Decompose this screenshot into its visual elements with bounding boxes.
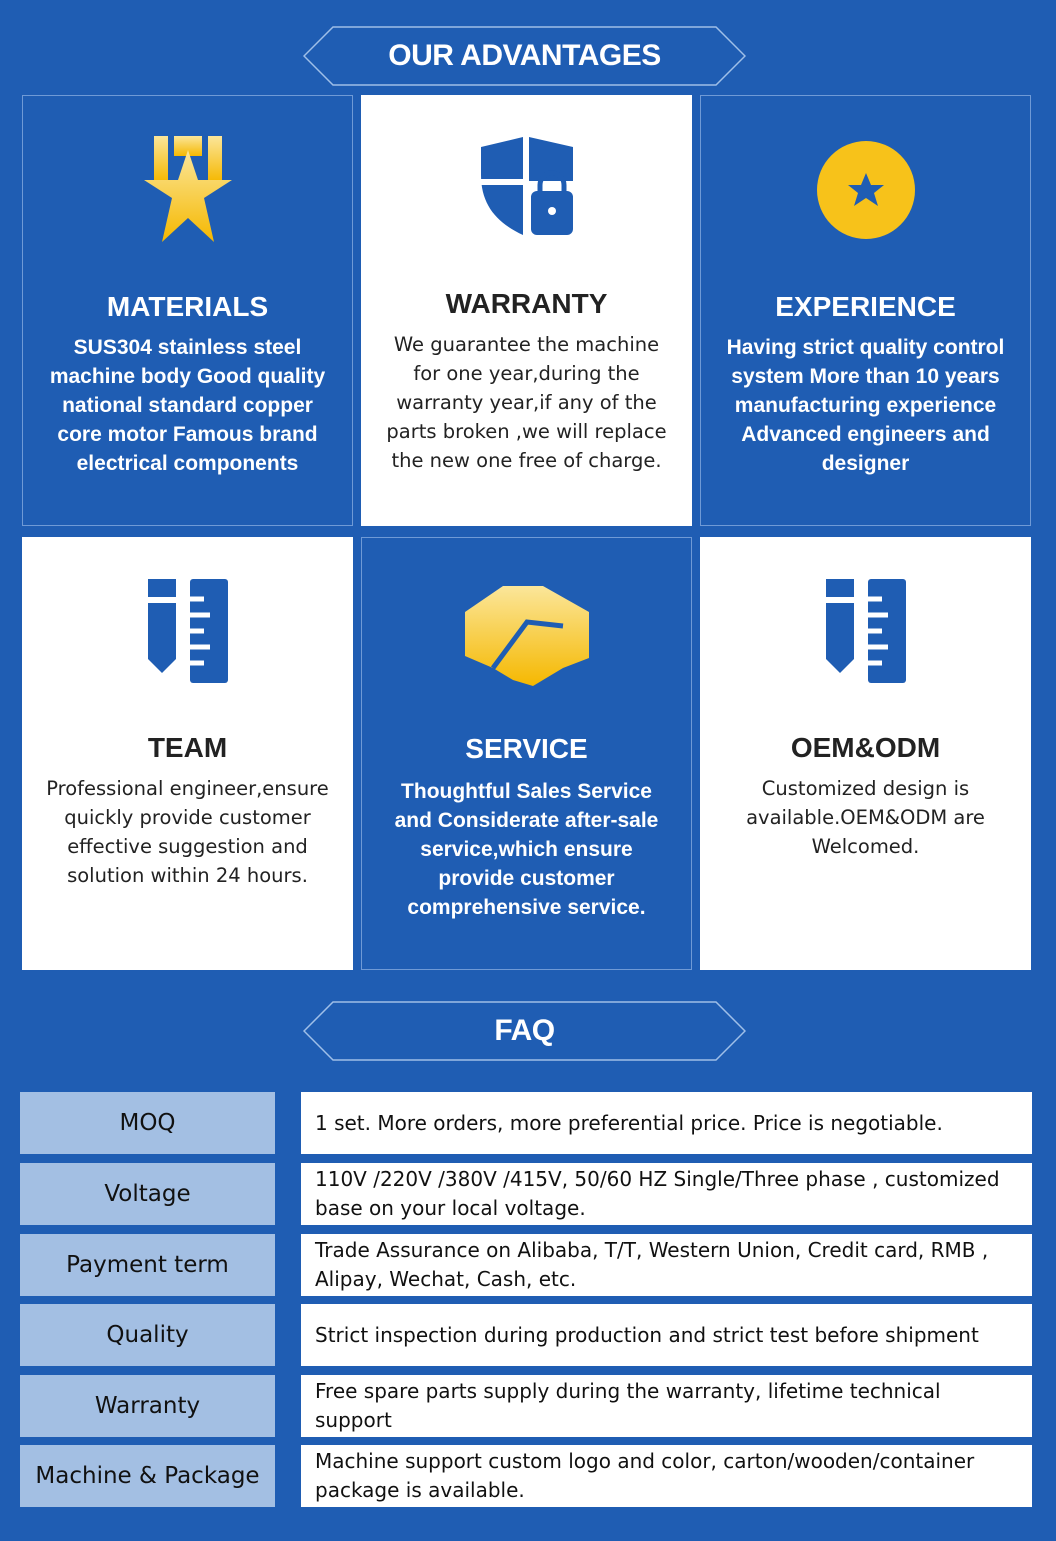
faq-label: Warranty [20, 1375, 275, 1437]
faq-title: FAQ [494, 1014, 555, 1047]
card-text: Professional engineer,ensure quickly pro… [46, 777, 329, 887]
faq-value: 1 set. More orders, more preferential pr… [301, 1092, 1032, 1154]
faq-label: Payment term [20, 1234, 275, 1296]
card-title: OEM&ODM [790, 732, 941, 763]
faq-row: Quality Strict inspection during producti… [20, 1304, 1032, 1366]
card-oem-odm: OEM&ODM Customized design is available.O… [700, 537, 1031, 970]
faq-row: Warranty Free spare parts supply during t… [20, 1375, 1032, 1437]
card-team: TEAM Professional engineer,ensure quickl… [22, 537, 353, 970]
card-title: WARRANTY [445, 288, 608, 319]
faq-label: Machine & Package [20, 1445, 275, 1507]
star-badge-icon [816, 141, 915, 239]
card-title: SERVICE [465, 733, 588, 764]
faq-label: Quality [20, 1304, 275, 1366]
card-text: Having strict quality control system Mor… [726, 336, 1005, 475]
card-experience: EXPERIENCE Having strict quality control… [700, 95, 1031, 526]
faq-label: MOQ [20, 1092, 275, 1154]
handshake-icon [464, 586, 589, 686]
pencil-ruler-icon [147, 579, 228, 683]
card-text: SUS304 stainless steel machine body Good… [49, 336, 326, 475]
faq-banner: FAQ [303, 1001, 746, 1061]
shield-lock-icon [480, 137, 573, 235]
faq-value: Strict inspection during production and … [301, 1304, 1032, 1366]
faq-row: Machine & Package Machine support custom … [20, 1445, 1032, 1507]
card-text: Customized design is available.OEM&ODM a… [746, 777, 985, 858]
card-materials: MATERIALS SUS304 stainless steel machine… [22, 95, 353, 526]
advantages-title: OUR ADVANTAGES [388, 39, 661, 72]
card-title: TEAM [147, 732, 228, 763]
card-title: EXPERIENCE [775, 291, 956, 322]
faq-row: Voltage 110V /220V /380V /415V, 50/60 HZ … [20, 1163, 1032, 1225]
faq-row: MOQ 1 set. More orders, more preferential… [20, 1092, 1032, 1154]
pencil-ruler-icon [825, 579, 906, 683]
card-service: SERVICE Thoughtful Sales Service and Con… [361, 537, 692, 970]
card-warranty: WARRANTY We guarantee the machine for on… [361, 95, 692, 526]
faq-row: Payment term Trade Assurance on Alibaba, … [20, 1234, 1032, 1296]
card-text: Thoughtful Sales Service and Considerate… [394, 780, 659, 919]
medal-star-icon [143, 136, 232, 242]
faq-value: Trade Assurance on Alibaba, T/T, Western… [301, 1234, 1032, 1296]
faq-value: 110V /220V /380V /415V, 50/60 HZ Single/… [301, 1163, 1032, 1225]
card-text: We guarantee the machine for one year,du… [386, 333, 667, 472]
advantages-banner: OUR ADVANTAGES [303, 26, 746, 86]
faq-label: Voltage [20, 1163, 275, 1225]
card-title: MATERIALS [106, 291, 269, 322]
faq-value: Free spare parts supply during the warra… [301, 1375, 1032, 1437]
faq-value: Machine support custom logo and color, c… [301, 1445, 1032, 1507]
